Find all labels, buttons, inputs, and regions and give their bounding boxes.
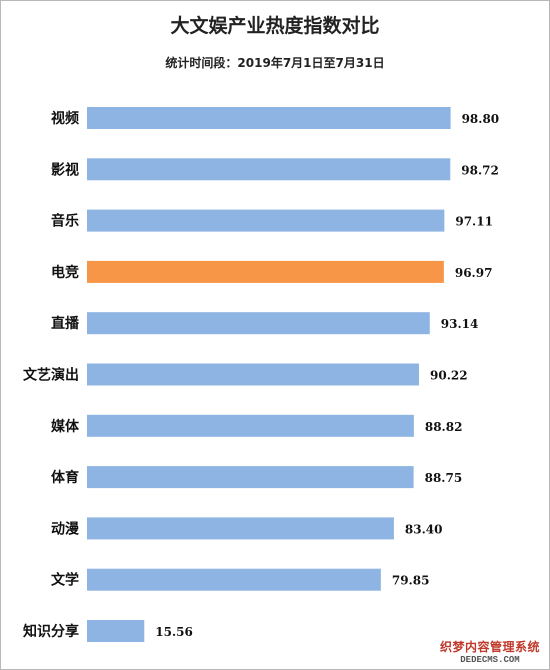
bar <box>87 363 420 386</box>
category-label: 文学 <box>51 572 79 589</box>
bar <box>87 312 430 335</box>
category-label: 动漫 <box>51 520 80 537</box>
watermark-text: 织梦内容管理系统 <box>439 639 540 654</box>
chart-title: 大文娱产业热度指数对比 <box>170 15 380 37</box>
value-label: 15.56 <box>155 625 193 639</box>
watermark: 织梦内容管理系统 DEDECMS.COM <box>437 639 543 665</box>
bar <box>87 209 445 232</box>
bar <box>87 568 381 591</box>
value-label: 98.80 <box>462 112 500 126</box>
bar <box>87 414 414 437</box>
value-label: 96.97 <box>455 266 493 280</box>
value-label: 83.40 <box>405 522 443 536</box>
bar <box>87 158 451 181</box>
bar <box>87 620 145 642</box>
category-label: 文艺演出 <box>23 367 79 384</box>
value-label: 88.82 <box>425 420 463 434</box>
value-label: 97.11 <box>455 215 493 229</box>
category-label: 知识分享 <box>23 623 79 640</box>
category-label: 电竞 <box>51 264 79 281</box>
category-label: 视频 <box>51 110 79 127</box>
bar <box>87 517 394 540</box>
category-label: 媒体 <box>50 418 80 435</box>
category-label: 影视 <box>51 161 79 178</box>
value-label: 79.85 <box>392 574 430 588</box>
value-label: 88.75 <box>425 471 463 485</box>
value-label: 90.22 <box>430 369 468 383</box>
category-label: 音乐 <box>51 213 79 230</box>
bar <box>87 107 451 129</box>
watermark-url: DEDECMS.COM <box>460 654 520 665</box>
value-label: 98.72 <box>461 163 499 177</box>
chart-subtitle: 统计时间段：2019年7月1日至7月31日 <box>165 56 385 70</box>
category-label: 直播 <box>51 315 80 332</box>
value-label: 93.14 <box>441 317 479 331</box>
category-label: 体育 <box>51 469 79 486</box>
bar <box>87 260 444 283</box>
bar <box>87 466 414 489</box>
